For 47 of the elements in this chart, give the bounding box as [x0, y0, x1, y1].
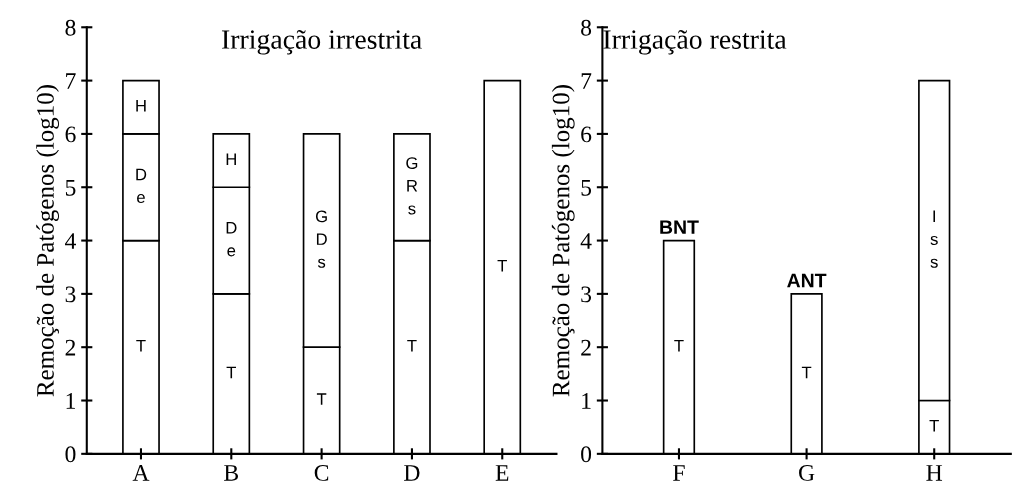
- data-label: T: [929, 420, 939, 432]
- data-label: T: [497, 260, 507, 272]
- y-tick-label: 5: [65, 179, 76, 196]
- chart-title: Irrigação restrita: [603, 29, 787, 55]
- y-tick-label: 3: [65, 286, 76, 303]
- x-tick-label: F: [673, 465, 685, 481]
- data-label: De: [136, 168, 147, 204]
- x-tick-label: H: [926, 465, 943, 481]
- y-tick-label: 8: [65, 19, 76, 36]
- y-tick-label: 6: [65, 126, 76, 143]
- chart-title: Irrigação irrestrita: [221, 29, 422, 55]
- y-axis-title: Remoção de Patógenos (log10): [36, 85, 60, 397]
- data-label: T: [316, 393, 327, 405]
- y-tick-label: 4: [580, 233, 592, 249]
- data-label: T: [226, 366, 237, 379]
- x-tick-label: D: [404, 465, 420, 481]
- y-tick-label: 8: [581, 19, 592, 36]
- y-tick-label: 5: [581, 179, 592, 196]
- x-tick-label: A: [132, 465, 150, 481]
- data-label: T: [674, 340, 684, 352]
- x-tick-label: C: [314, 465, 329, 481]
- data-label: Iss: [930, 210, 938, 268]
- y-tick-label: 7: [66, 73, 76, 89]
- y-tick-label: 1: [582, 393, 591, 409]
- data-label: H: [136, 100, 146, 112]
- y-tick-label: 2: [65, 339, 76, 356]
- data-label: T: [801, 366, 812, 379]
- y-tick-label: 6: [581, 126, 592, 143]
- data-label: De: [226, 222, 237, 257]
- data-label: GRs: [406, 157, 418, 215]
- x-tick-label: B: [224, 465, 239, 481]
- data-label: T: [407, 340, 417, 352]
- data-label: GDs: [315, 210, 327, 268]
- y-axis-title: Remoção de Patógenos (log10): [551, 85, 575, 397]
- y-tick-label: 0: [65, 446, 76, 463]
- x-tick-label: E: [495, 465, 509, 481]
- y-tick-label: 3: [581, 286, 592, 303]
- y-tick-label: 4: [65, 233, 76, 249]
- x-tick-label: G: [799, 465, 815, 481]
- data-label: H: [226, 153, 236, 165]
- y-tick-label: 0: [581, 446, 592, 463]
- y-tick-label: 7: [581, 73, 592, 89]
- annotation: ANT: [787, 273, 827, 288]
- data-label: T: [136, 340, 146, 352]
- y-tick-label: 1: [66, 393, 75, 409]
- y-tick-label: 2: [581, 339, 591, 356]
- annotation: BNT: [660, 220, 699, 234]
